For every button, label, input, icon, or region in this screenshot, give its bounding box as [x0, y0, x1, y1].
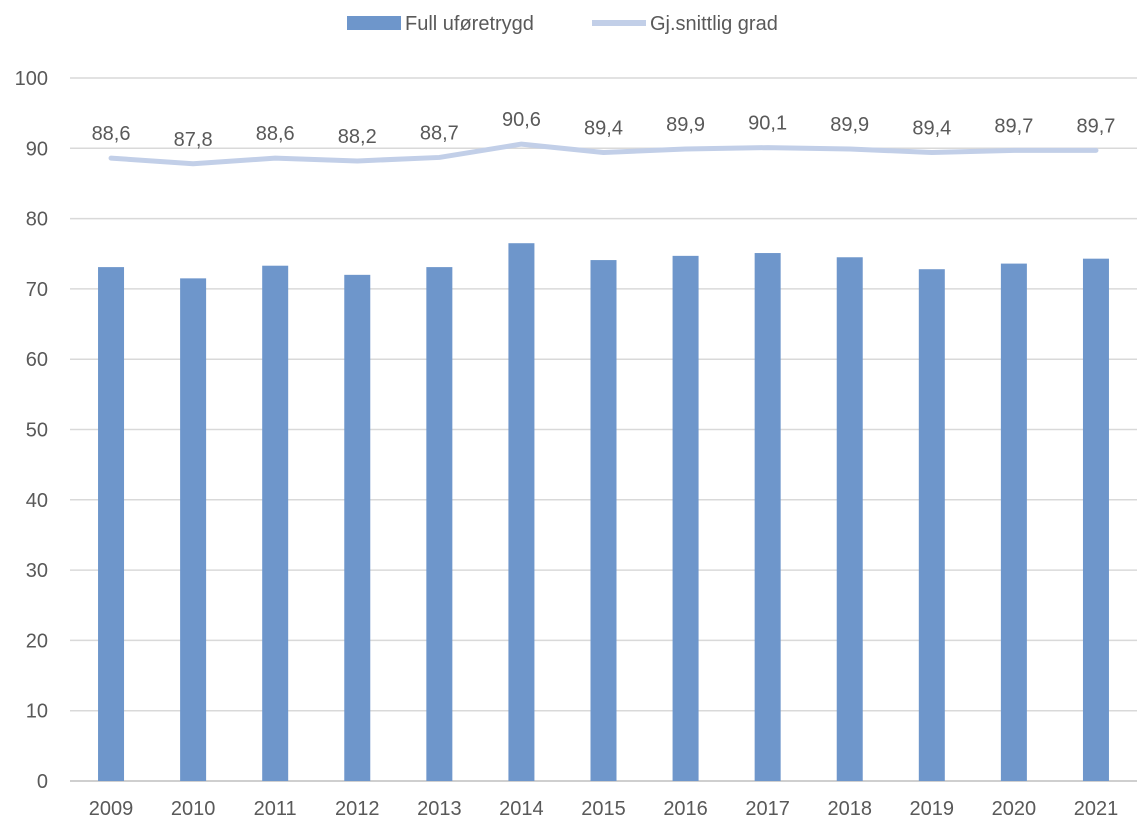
- bar: [180, 278, 207, 781]
- y-tick-label: 30: [26, 560, 48, 582]
- data-label: 89,7: [994, 115, 1033, 137]
- x-tick-label: 2015: [581, 798, 626, 820]
- y-axis: 0 10 20 30 40 50 60 70 80 90 100: [15, 68, 48, 793]
- data-label: 89,9: [666, 114, 705, 136]
- x-tick-label: 2013: [417, 798, 462, 820]
- x-tick-label: 2020: [992, 798, 1037, 820]
- y-tick-label: 100: [15, 68, 48, 90]
- data-label: 90,1: [748, 113, 787, 135]
- line-series: [108, 141, 1099, 167]
- y-tick-label: 50: [26, 420, 48, 442]
- x-tick-label: 2010: [171, 798, 216, 820]
- legend-label-bar: Full uføretrygd: [405, 13, 534, 35]
- bar: [1082, 258, 1109, 781]
- y-tick-label: 90: [26, 138, 48, 160]
- bar: [508, 243, 535, 781]
- y-tick-label: 20: [26, 630, 48, 652]
- y-tick-label: 60: [26, 349, 48, 371]
- x-tick-label: 2017: [745, 798, 790, 820]
- x-axis: 2009 2010 2011 2012 2013 2014 2015 2016 2017 2018…: [89, 798, 1118, 820]
- bar: [426, 267, 453, 781]
- x-tick-label: 2012: [335, 798, 380, 820]
- data-label: 88,6: [92, 123, 131, 145]
- data-label: 89,4: [912, 118, 951, 140]
- y-tick-label: 80: [26, 209, 48, 231]
- bar: [754, 253, 781, 781]
- legend-swatch-bar: [347, 16, 401, 30]
- legend: Full uføretrygd Gj.snittlig grad: [347, 13, 778, 35]
- bar: [1000, 263, 1027, 781]
- y-tick-label: 70: [26, 279, 48, 301]
- data-label: 89,7: [1076, 115, 1115, 137]
- data-label: 88,6: [256, 123, 295, 145]
- legend-label-line: Gj.snittlig grad: [650, 13, 778, 35]
- line-path: [108, 141, 1099, 167]
- data-label: 89,4: [584, 118, 623, 140]
- x-tick-label: 2018: [827, 798, 872, 820]
- data-label: 88,2: [338, 126, 377, 148]
- bar: [836, 257, 863, 781]
- bar: [672, 255, 699, 781]
- x-tick-label: 2016: [663, 798, 708, 820]
- bar: [918, 269, 945, 781]
- bar: [590, 260, 617, 781]
- data-label: 90,6: [502, 109, 541, 131]
- x-tick-label: 2021: [1074, 798, 1119, 820]
- data-label: 89,9: [830, 114, 869, 136]
- y-tick-label: 40: [26, 490, 48, 512]
- y-tick-label: 10: [26, 701, 48, 723]
- data-label: 88,7: [420, 122, 459, 144]
- bar-series: [98, 243, 1109, 781]
- x-tick-label: 2011: [254, 798, 297, 820]
- x-tick-label: 2019: [910, 798, 955, 820]
- y-tick-label: 0: [37, 771, 48, 793]
- bar: [262, 265, 289, 781]
- bar: [98, 267, 125, 781]
- bar: [344, 274, 371, 781]
- data-label: 87,8: [174, 129, 213, 151]
- x-tick-label: 2014: [499, 798, 544, 820]
- x-tick-label: 2009: [89, 798, 134, 820]
- data-labels: 88,6 87,8 88,6 88,2 88,7 90,6 89,4 89,9 90,1 89,9…: [92, 109, 1116, 151]
